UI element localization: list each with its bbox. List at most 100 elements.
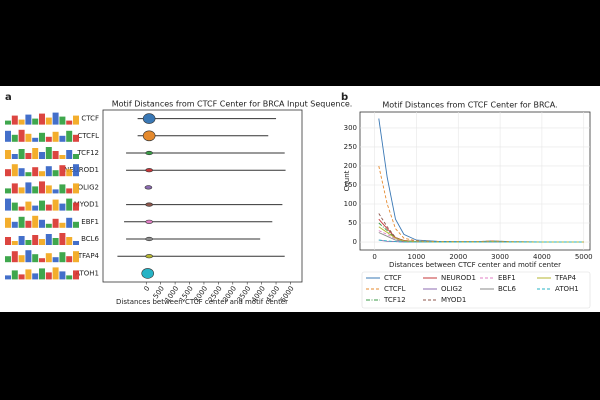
logo-glyph	[11, 241, 18, 245]
logo-glyph	[25, 182, 32, 194]
logo-glyph	[66, 237, 73, 245]
y-tick-label: CTCFL	[77, 132, 99, 140]
y-tick-label: BCL6	[81, 235, 99, 243]
logo-glyph	[11, 154, 18, 159]
series-line	[378, 239, 584, 243]
logo-glyph	[45, 117, 52, 125]
logo-glyph	[5, 130, 11, 142]
logo-glyph	[66, 120, 73, 125]
logo-glyph	[18, 274, 25, 280]
logo-glyph	[39, 113, 45, 125]
legend-label: ATOH1	[555, 285, 579, 293]
logo-glyph	[32, 137, 39, 142]
logo-glyph	[32, 215, 39, 228]
x-tick-label: 1000	[408, 253, 426, 261]
y-tick-label: EBF1	[81, 218, 99, 226]
y-tick-label: 150	[344, 181, 357, 189]
violin-body	[145, 202, 153, 207]
logo-glyph	[59, 135, 66, 142]
logo-glyph	[52, 218, 59, 228]
logo-glyph	[59, 116, 66, 125]
logo-glyph	[25, 172, 32, 177]
y-tick-label: TFAP4	[77, 252, 100, 260]
plot-frame	[102, 109, 303, 283]
logo-glyph	[5, 237, 11, 245]
logo-glyph	[73, 241, 79, 245]
logo-glyph	[39, 219, 45, 228]
logo-glyph	[52, 238, 59, 245]
logo-glyph	[25, 240, 32, 245]
logo-glyph	[25, 220, 32, 228]
logo-glyph	[52, 199, 59, 211]
legend-label: EBF1	[498, 274, 516, 282]
logo-glyph	[25, 201, 32, 211]
logo-glyph	[11, 164, 18, 177]
logo-glyph	[5, 256, 11, 263]
logo-glyph	[59, 155, 66, 159]
logo-glyph	[73, 154, 79, 159]
legend-label: NEUROD1	[441, 274, 476, 282]
logo-glyph	[45, 204, 52, 211]
logo-glyph	[25, 133, 32, 142]
logo-glyph	[66, 130, 73, 142]
logo-glyph	[73, 270, 79, 280]
violin-body	[145, 168, 153, 173]
logo-glyph	[5, 198, 11, 211]
logo-glyph	[59, 233, 66, 245]
logo-glyph	[18, 168, 25, 177]
logo-glyph	[59, 222, 66, 228]
logo-glyph	[18, 236, 25, 245]
y-tick-label: MYOD1	[74, 201, 99, 209]
violin-body	[142, 130, 156, 142]
logo-glyph	[59, 184, 66, 194]
x-axis-label: Distances between CTCF center and motif …	[389, 261, 561, 269]
logo-glyph	[18, 149, 25, 159]
logo-glyph	[59, 252, 66, 263]
legend-label: TFAP4	[554, 274, 577, 282]
logo-glyph	[52, 131, 59, 142]
logo-glyph	[66, 275, 73, 280]
y-tick-label: TCF12	[76, 149, 99, 157]
logo-glyph	[66, 256, 73, 263]
y-tick-label: 200	[344, 162, 357, 170]
logo-glyph	[73, 251, 79, 263]
x-tick-label: 5000	[575, 253, 593, 261]
x-tick-label: 0	[372, 253, 376, 261]
logo-glyph	[11, 115, 18, 125]
y-tick-label: 100	[344, 200, 357, 208]
violin-body	[141, 268, 155, 279]
logo-glyph	[73, 134, 79, 142]
logo-glyph	[52, 170, 59, 177]
logo-glyph	[32, 186, 39, 194]
logo-glyph	[25, 114, 32, 125]
logo-glyph	[11, 183, 18, 194]
logo-glyph	[52, 257, 59, 263]
logo-glyph	[32, 273, 39, 280]
plot-frame	[359, 111, 591, 251]
logo-glyph	[39, 181, 45, 194]
logo-glyph	[32, 167, 39, 177]
legend-label: OLIG2	[441, 285, 462, 293]
violin-body	[145, 236, 153, 242]
logo-glyph	[66, 169, 73, 177]
chart-title: Motif Distances from CTCF Center for BRC…	[382, 101, 557, 110]
logo-glyph	[73, 202, 79, 211]
logo-glyph	[25, 153, 32, 159]
logo-glyph	[18, 187, 25, 194]
logo-glyph	[39, 132, 45, 142]
logo-glyph	[5, 169, 11, 177]
logo-glyph	[18, 119, 25, 125]
logo-glyph	[66, 217, 73, 228]
logo-glyph	[11, 202, 18, 211]
x-axis-label: Distances between CTCF center and motif …	[116, 298, 288, 306]
y-tick-label: OLIG2	[78, 183, 99, 191]
y-tick-label: NEUROD1	[64, 166, 99, 174]
logo-glyph	[45, 166, 52, 177]
x-tick-label: 4000	[533, 253, 551, 261]
logo-glyph	[39, 239, 45, 245]
logo-glyph	[45, 272, 52, 280]
legend-label: CTCFL	[384, 285, 406, 293]
logo-glyph	[32, 205, 39, 211]
logo-glyph	[5, 120, 11, 125]
legend-label: TCF12	[383, 296, 406, 304]
